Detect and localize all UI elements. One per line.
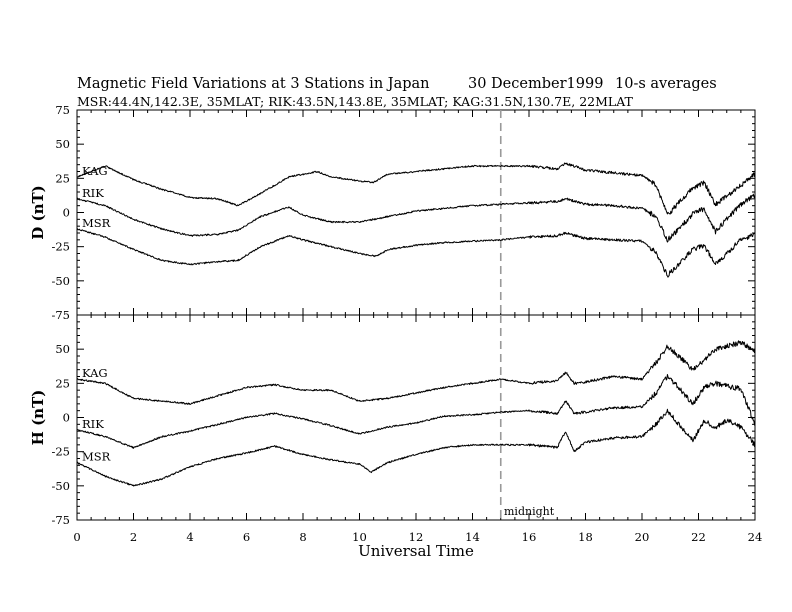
y-tick-label: -50: [51, 274, 70, 288]
y-tick-label: 75: [55, 103, 70, 117]
series-label-msr: MSR: [82, 450, 111, 464]
x-tick-label: 16: [522, 530, 537, 544]
panel-frame: [76, 314, 756, 521]
y-tick-label: -75: [51, 513, 70, 527]
chart-averaging: 10-s averages: [615, 76, 717, 92]
x-tick-label: 6: [243, 530, 250, 544]
y-tick-label: -25: [51, 445, 70, 459]
panels: 75 50 25 0 -25 -50 -75 D (nT) KAG RIK MSR 50 25 0 -25 -…: [29, 103, 762, 544]
x-tick-label: 20: [635, 530, 650, 544]
x-tick-label: 0: [73, 530, 80, 544]
series-label-rik: RIK: [82, 186, 104, 200]
y-tick-label: 25: [55, 376, 70, 390]
y-axis-label: H (nT): [29, 390, 47, 446]
series-label-rik: RIK: [82, 417, 104, 431]
panel-d: 75 50 25 0 -25 -50 -75 D (nT) KAG RIK MSR: [29, 103, 756, 322]
series-line-rik: [77, 374, 756, 449]
series-line-kag: [76, 162, 756, 215]
x-tick-label: 22: [691, 530, 706, 544]
y-tick-label: 50: [55, 342, 70, 356]
x-tick-label: 12: [409, 530, 424, 544]
panel-frame: [76, 109, 756, 316]
series-line-kag: [76, 340, 756, 405]
x-tick-label: 10: [352, 530, 367, 544]
y-axis-label: D (nT): [29, 185, 47, 240]
series-label-kag: KAG: [82, 366, 108, 380]
series-label-kag: KAG: [82, 164, 108, 178]
panel-h: 50 25 0 -25 -50 -75 H (nT) KAG RIK MSR: [29, 314, 756, 527]
y-tick-label: -25: [51, 240, 70, 254]
chart-subtitle: MSR:44.4N,142.3E, 35MLAT; RIK:43.5N,143.…: [77, 94, 634, 109]
x-tick-label: 4: [186, 530, 193, 544]
chart-title: Magnetic Field Variations at 3 Stations …: [77, 76, 430, 92]
y-tick-label: 25: [55, 171, 70, 185]
chart-date: 30 December1999: [468, 76, 603, 92]
x-tick-label: 2: [130, 530, 137, 544]
x-tick-label: 14: [465, 530, 480, 544]
y-tick-label: -75: [51, 308, 70, 322]
series-line-msr: [76, 408, 756, 487]
series-line-rik: [76, 193, 756, 243]
y-tick-label: 50: [55, 137, 70, 151]
series-line-msr: [76, 228, 756, 278]
midnight-label: midnight: [504, 505, 555, 518]
x-tick-label: 18: [578, 530, 593, 544]
x-tick-label: 24: [748, 530, 763, 544]
x-axis-label: Universal Time: [358, 542, 474, 560]
y-tick-label: -50: [51, 479, 70, 493]
y-tick-label: 0: [63, 206, 70, 220]
x-tick-label: 8: [299, 530, 306, 544]
series-label-msr: MSR: [82, 216, 111, 230]
y-tick-label: 0: [63, 411, 70, 425]
